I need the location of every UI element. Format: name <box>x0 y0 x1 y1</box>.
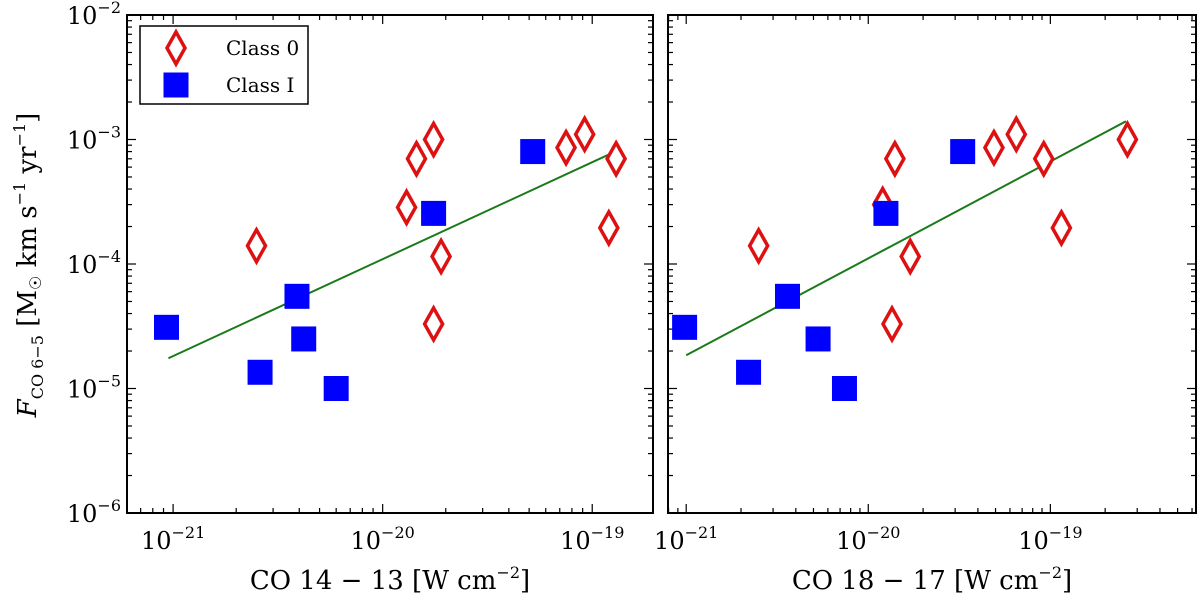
panel2-xlabel-exp: −2 <box>1038 563 1062 582</box>
panel1-xlabel-text: CO 14 − 13 [W cm <box>250 566 497 596</box>
panel2-class0-point <box>880 304 904 344</box>
panel2-xtick-label-exp: −21 <box>685 523 719 542</box>
panel1-class0-point <box>422 119 445 160</box>
panel1-xtick-label-base: 10 <box>560 527 591 555</box>
panel2-xtick-label-exp: −20 <box>867 523 901 542</box>
ytick-label-exp: −4 <box>97 247 121 266</box>
panel2-class1-point <box>672 314 698 340</box>
y-label-units-prefix: [M <box>13 290 43 335</box>
panel1-xtick-label-exp: −21 <box>171 523 205 542</box>
panel2-class0-point <box>1032 139 1055 179</box>
panel2-class1-point <box>736 359 762 385</box>
panel2-xtick-label: 10−21 <box>654 523 718 555</box>
ytick-label: 10−5 <box>67 372 121 404</box>
ytick-label-exp: −6 <box>97 496 121 515</box>
panel1-class0-point <box>422 304 445 344</box>
panel2-frame <box>667 14 1197 514</box>
panel1-xtick-label-base: 10 <box>141 527 172 555</box>
legend-marker-class0 <box>164 28 188 68</box>
panel1-xlabel-exp: −2 <box>496 563 520 582</box>
y-label-yr: yr <box>13 146 43 182</box>
panel1-xtick-label: 10−21 <box>141 523 205 555</box>
y-label-main: F <box>13 398 43 418</box>
panel2-xtick-label: 10−19 <box>1018 523 1082 555</box>
panel2-class1-point <box>774 283 800 309</box>
panel2-class0-point <box>1050 208 1073 248</box>
panel2-class0-point <box>1116 119 1139 160</box>
panel1-class1-point <box>153 314 179 340</box>
panel1-class1-point <box>284 283 310 309</box>
panel1-class0-point <box>597 208 620 248</box>
panel2-class0-point <box>883 139 906 179</box>
panel1-xtick-label: 10−20 <box>351 523 415 555</box>
legend-label-1: Class I <box>226 73 294 97</box>
legend-marker-class1 <box>163 72 189 98</box>
panel2-class0-point <box>982 128 1005 168</box>
ytick-label-base: 10 <box>67 251 98 279</box>
y-label-exp-s: −1 <box>10 182 29 206</box>
panel2-xlabel: CO 18 − 17 [W cm−2] <box>792 563 1072 596</box>
ytick-label-exp: −3 <box>97 123 121 142</box>
panel1-class1-point <box>247 359 273 385</box>
panel1-fit-line <box>168 148 620 360</box>
ytick-label-base: 10 <box>67 376 98 404</box>
y-label-exp-yr: −1 <box>10 123 29 147</box>
panel1-xtick-label-exp: −19 <box>591 523 625 542</box>
ytick-label: 10−4 <box>67 247 121 279</box>
panel1-class0-point <box>245 226 268 266</box>
panel1-class1-point <box>520 139 546 165</box>
panel1-class1-point <box>323 376 349 401</box>
panel1-class0-point <box>395 187 418 227</box>
panel2-class1-point <box>950 139 976 165</box>
panel1-class1-point <box>421 200 447 226</box>
y-label-sub: CO 6−5 <box>28 335 47 399</box>
panel1-xtick-label-base: 10 <box>351 527 382 555</box>
y-axis-label: FCO 6−5 [M☉ km s−1 yr−1] <box>10 113 47 419</box>
ytick-label: 10−2 <box>67 0 121 30</box>
y-label-sun: ☉ <box>26 276 45 290</box>
panel2-xtick-label-exp: −19 <box>1049 523 1083 542</box>
panel2-class0-point <box>899 236 922 277</box>
panel1-class0-point <box>555 128 578 168</box>
panel1-xtick-label-exp: −20 <box>381 523 415 542</box>
y-label-end: ] <box>13 113 43 123</box>
panel1-class0-point <box>430 236 453 277</box>
panel1-class1-point <box>291 326 317 352</box>
ytick-label-base: 10 <box>67 2 98 30</box>
panel2-class1-point <box>831 376 857 401</box>
panel1-class0-point <box>605 139 628 179</box>
panel2-xtick-label-base: 10 <box>654 527 685 555</box>
panel2-class1-point <box>805 326 831 352</box>
panel1-xtick-label: 10−19 <box>560 523 624 555</box>
ytick-label: 10−6 <box>67 496 121 528</box>
panel2-xlabel-text: CO 18 − 17 [W cm <box>792 566 1039 596</box>
panel1-class0-point <box>405 139 428 179</box>
ytick-label-exp: −2 <box>97 0 121 17</box>
panel1-xlabel-end: ] <box>520 566 530 596</box>
panel1-class0-point <box>573 114 596 154</box>
panel2-xtick-label-base: 10 <box>1018 527 1049 555</box>
panel1-xlabel: CO 14 − 13 [W cm−2] <box>250 563 530 596</box>
ytick-label: 10−3 <box>67 123 121 155</box>
panel2-class0-point <box>747 226 770 266</box>
y-label-units: km s <box>13 205 43 275</box>
ytick-label-exp: −5 <box>97 372 121 391</box>
legend-label-0: Class 0 <box>226 36 299 60</box>
ytick-label-base: 10 <box>67 500 98 528</box>
panel2-xlabel-end: ] <box>1062 566 1072 596</box>
panel2-xtick-label-base: 10 <box>836 527 867 555</box>
ytick-label-base: 10 <box>67 127 98 155</box>
panel2-class0-point <box>1005 114 1028 154</box>
panel2-xtick-label: 10−20 <box>836 523 900 555</box>
panel2-class1-point <box>873 200 899 226</box>
